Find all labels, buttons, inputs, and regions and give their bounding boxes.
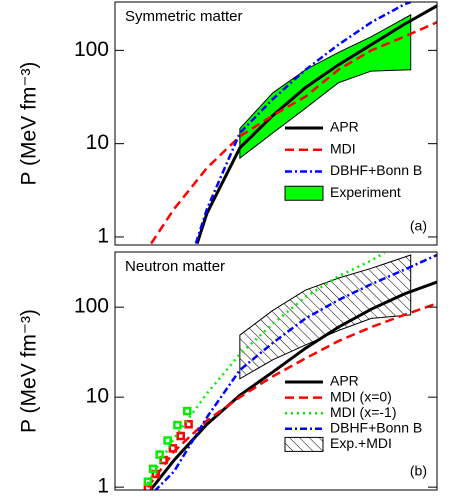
legend-label: MDI (x=0)	[330, 388, 392, 404]
plot-area	[143, 252, 437, 490]
legend-label: DBHF+Bonn B	[330, 420, 422, 436]
series-line	[150, 21, 437, 245]
plot-area	[150, 2, 437, 245]
data-marker	[163, 436, 172, 445]
legend-label: Exp.+MDI	[330, 435, 392, 451]
y-tick-label: 1	[97, 475, 109, 498]
series-line	[194, 2, 412, 244]
y-tick-label: 100	[74, 295, 109, 318]
y-axis-label: P (MeV fm⁻³)	[18, 62, 41, 186]
legend-label: DBHF+Bonn B	[330, 162, 422, 178]
series-line	[195, 4, 437, 245]
y-axis-label: P (MeV fm⁻³)	[18, 309, 41, 433]
panel-title: Symmetric matter	[125, 8, 243, 25]
legend-label: APR	[330, 119, 359, 135]
data-marker	[184, 420, 193, 429]
legend-label: MDI (x=-1)	[330, 404, 397, 420]
y-tick-label: 1	[97, 225, 109, 248]
data-marker	[173, 420, 182, 430]
data-marker	[143, 477, 153, 486]
data-marker	[168, 444, 178, 453]
panel-title: Neutron matter	[125, 258, 225, 275]
legend-label: MDI	[330, 140, 356, 156]
data-marker	[155, 450, 164, 459]
panel-label: (b)	[410, 463, 427, 479]
plot-frame	[114, 1, 438, 246]
panel-label: (a)	[410, 218, 427, 234]
legend-label: Experiment	[330, 184, 401, 200]
plot-frame	[114, 251, 438, 491]
legend-swatch	[284, 185, 324, 201]
data-marker	[183, 406, 192, 416]
y-tick-label: 10	[86, 131, 109, 154]
series-line	[146, 302, 437, 488]
y-tick-label: 100	[74, 38, 109, 61]
legend-label: APR	[330, 373, 359, 389]
legend-swatch	[284, 436, 324, 452]
series-line	[153, 253, 437, 490]
range-band	[239, 254, 412, 380]
data-marker	[148, 464, 158, 474]
y-tick-label: 10	[86, 385, 109, 408]
data-marker	[176, 431, 185, 441]
